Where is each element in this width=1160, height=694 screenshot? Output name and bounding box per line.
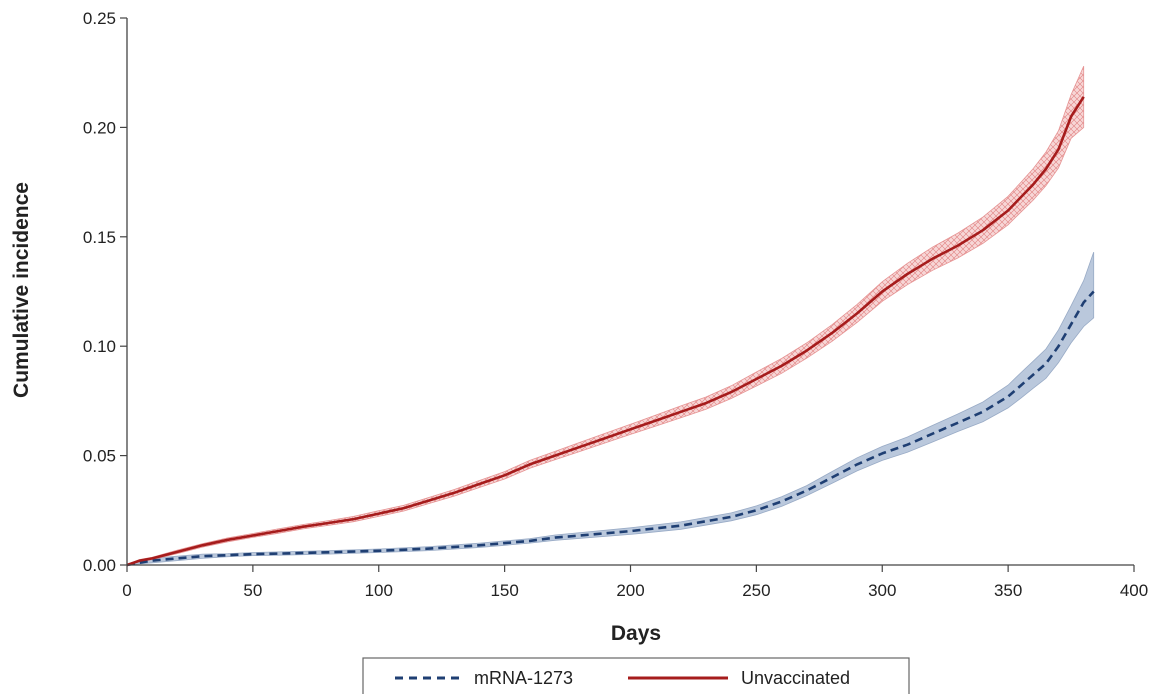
- series-line-unvaccinated: [126, 96, 1085, 567]
- confidence-band-mrna-1273: [126, 251, 1095, 566]
- y-ticks: 0.00 0.05 0.10 0.15 0.20 0.25: [83, 9, 127, 575]
- y-tick-label: 0.05: [83, 447, 116, 466]
- series-line-mrna-1273: [126, 290, 1095, 567]
- confidence-bands: [126, 65, 1095, 566]
- y-tick-label: 0.00: [83, 556, 116, 575]
- x-tick-label: 400: [1120, 581, 1148, 600]
- y-tick-label: 0.25: [83, 9, 116, 28]
- legend: mRNA-1273 Unvaccinated: [362, 657, 910, 694]
- x-ticks: 0 50 100 150 200 250 300 350 400: [122, 565, 1148, 600]
- y-tick-label: 0.10: [83, 337, 116, 356]
- x-axis-title: Days: [611, 622, 661, 645]
- legend-label-mrna-1273: mRNA-1273: [474, 668, 573, 688]
- y-tick-label: 0.20: [83, 118, 116, 137]
- axes: 0 50 100 150 200 250 300 350 400 0.00 0.05 0.10 0.1…: [83, 9, 1148, 600]
- x-tick-label: 100: [365, 581, 393, 600]
- x-tick-label: 350: [994, 581, 1022, 600]
- y-tick-label: 0.15: [83, 228, 116, 247]
- y-axis-title: Cumulative incidence: [10, 182, 33, 398]
- confidence-band-unvaccinated: [126, 65, 1085, 566]
- x-tick-label: 50: [243, 581, 262, 600]
- x-tick-label: 0: [122, 581, 131, 600]
- x-tick-label: 300: [868, 581, 896, 600]
- series-lines: [126, 96, 1095, 567]
- legend-label-unvaccinated: Unvaccinated: [741, 668, 850, 688]
- x-tick-label: 150: [490, 581, 518, 600]
- x-tick-label: 200: [616, 581, 644, 600]
- x-tick-label: 250: [742, 581, 770, 600]
- legend-box: [362, 657, 910, 694]
